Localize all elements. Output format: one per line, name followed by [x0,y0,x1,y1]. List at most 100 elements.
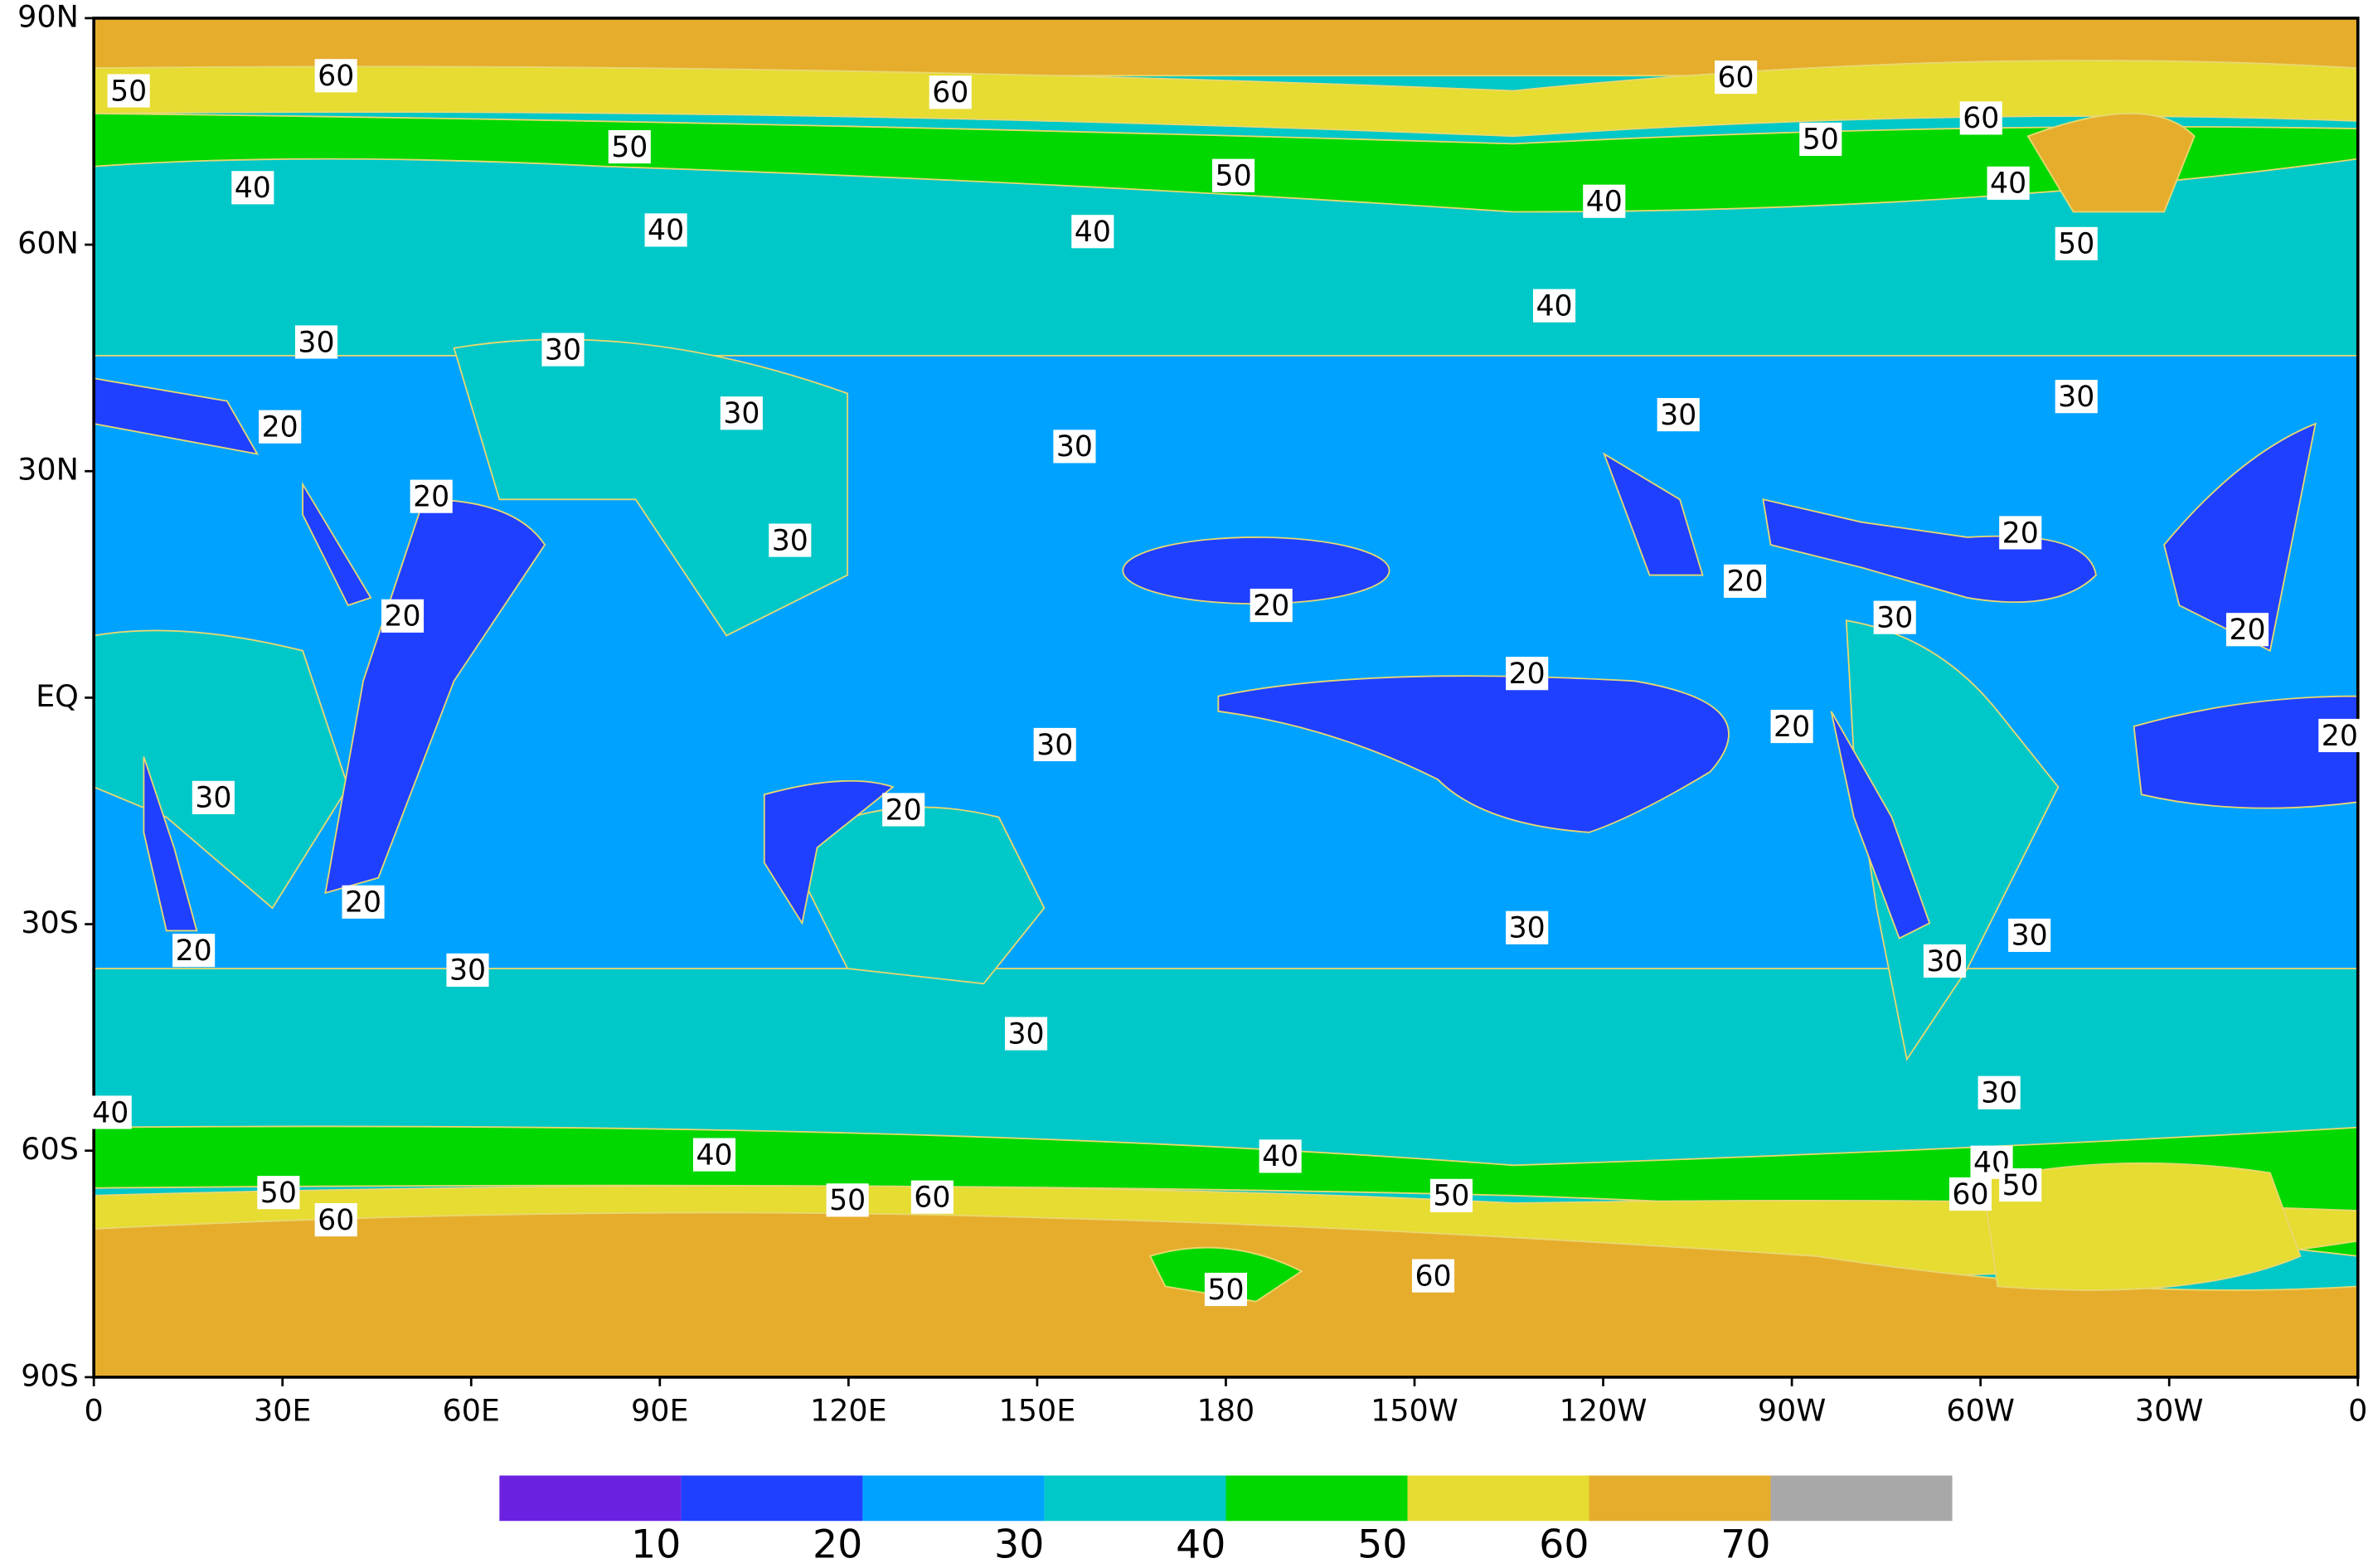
contour-label: 30 [1509,912,1546,945]
contour-label: 30 [1036,729,1073,762]
contour-region [324,498,546,895]
contour-region [2133,695,2358,809]
contour-label: 40 [1075,216,1111,249]
contour-label-box [2008,918,2051,953]
colorbar-label: 70 [1720,1522,1770,1566]
contour-label: 30 [1056,430,1093,464]
colorbar-swatch [1589,1475,1771,1522]
contour-label: 30 [449,954,486,988]
contour-label-box [294,325,338,359]
contour-label: 60 [1952,1178,1988,1211]
contour-label-box [1978,1075,2021,1109]
contour-label: 20 [1774,711,1810,744]
contour-label-box [257,1176,300,1210]
contour-label-box [2225,613,2269,647]
contour-label-box [882,793,925,827]
contour-label-box [1799,122,1842,156]
colorbar-label: 20 [813,1522,862,1566]
x-tick-label: 180 [1197,1392,1255,1428]
contour-label-box [1999,1168,2042,1202]
colorbar-label: 30 [994,1522,1044,1566]
contour-label-box [410,479,453,513]
contour-region [94,60,2358,138]
contour-label-box [541,333,585,367]
colorbar-swatch [681,1475,863,1522]
colorbar-label: 50 [1357,1522,1407,1566]
contour-label: 50 [1216,160,1252,193]
contour-label: 50 [1207,1274,1244,1307]
colorbar-swatch [1407,1475,1589,1522]
contour-label-box [1715,61,1758,95]
contour-label: 50 [1803,124,1839,157]
contour-label: 40 [1536,290,1572,323]
contour-label: 20 [413,480,449,513]
contour-region [1982,1162,2302,1291]
contour-region [302,481,372,607]
contour-label-box [1923,944,1967,978]
contour-label: 40 [1990,167,2026,201]
contour-label: 30 [545,333,581,367]
contour-label-box [1071,215,1114,249]
x-tick-label: 90W [1758,1392,1827,1428]
contour-label-box [1204,1272,1248,1307]
contour-label: 50 [1433,1180,1469,1213]
contour-label-box [720,396,763,430]
contour-label: 60 [1963,102,1999,135]
contour-label: 20 [2002,517,2039,550]
contour-label-box [259,410,302,444]
contour-label: 30 [298,326,334,359]
contour-label-box [1948,1177,1992,1211]
contour-label: 30 [1007,1017,1044,1051]
contour-label: 50 [260,1177,297,1210]
y-tick-label: EQ [36,678,79,714]
contour-label: 50 [110,75,147,108]
contour-label: 40 [696,1138,732,1172]
contour-label: 50 [829,1184,866,1217]
y-tick-label: 90S [21,1357,79,1393]
contour-region [763,779,895,925]
contour-label: 60 [318,60,354,93]
colorbar-swatch [499,1475,682,1522]
contour-label-box [172,934,216,968]
x-tick-label: 60W [1946,1392,2015,1428]
x-tick-label: 60E [443,1392,501,1428]
contour-label-box [2055,380,2098,414]
contour-region [1217,675,1730,833]
contour-label-box [2055,226,2098,260]
colorbar-swatch [1225,1475,1408,1522]
contour-label-box [1999,516,2042,550]
contour-label: 20 [262,411,298,444]
contour-label-box [1411,1259,1455,1293]
contour-label: 20 [1509,658,1546,691]
contour-label: 20 [886,794,922,827]
x-tick-label: 90E [631,1392,689,1428]
contour-label-box [314,59,357,93]
contour-label-box [2318,718,2361,753]
contour-label-box [826,1183,869,1217]
x-tick-label: 30E [254,1392,312,1428]
x-tick-label: 30W [2135,1392,2204,1428]
contour-label: 30 [1876,601,1913,634]
contour-label: 30 [1926,945,1963,978]
contour-label-box [1657,398,1700,432]
contour-region [1602,452,1704,576]
contour-label-box [231,171,274,205]
contour-label: 30 [195,782,231,815]
x-tick-label: 0 [85,1392,104,1428]
contour-label: 60 [1415,1260,1451,1293]
contour-region [143,756,198,932]
y-tick-label: 30N [17,452,79,488]
contour-label-box [314,1202,357,1237]
contour-label-box [342,885,385,919]
contour-label-box [107,74,150,108]
contour-label-box [1250,588,1293,623]
y-tick-label: 90N [17,0,79,34]
contour-label-box [644,213,687,247]
contour-label-box [608,129,651,164]
contour-label: 30 [1660,399,1696,432]
contour-label: 50 [2002,1169,2039,1202]
contour-label-box [1532,289,1576,323]
x-tick-label: 120W [1560,1392,1648,1428]
